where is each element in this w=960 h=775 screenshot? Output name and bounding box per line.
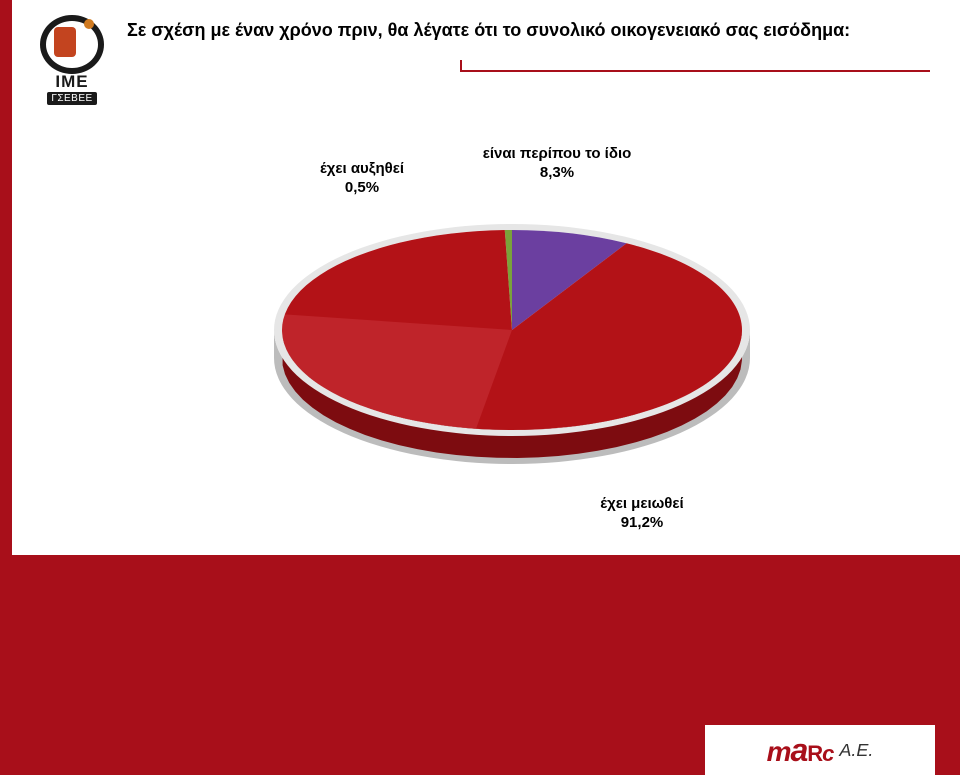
label-decreased-text: έχει μειωθεί xyxy=(600,495,683,512)
label-increased-text: έχει αυξηθεί xyxy=(320,160,404,177)
footer-brand-strip: maRc Α.Ε. xyxy=(705,725,935,775)
logo-line1: IME xyxy=(55,72,88,92)
brand-marc: maRc xyxy=(767,732,834,769)
bottom-accent-block: maRc Α.Ε. xyxy=(0,555,960,775)
income-pie-chart: έχει αυξηθεί 0,5% είναι περίπου το ίδιο … xyxy=(172,155,812,535)
label-same-value: 8,3% xyxy=(540,164,574,181)
ime-gsevee-logo: IME ΓΣΕΒΕΕ xyxy=(37,15,107,105)
page-title: Σε σχέση με έναν χρόνο πριν, θα λέγατε ό… xyxy=(127,20,930,41)
label-decreased-value: 91,2% xyxy=(621,514,664,531)
logo-icon xyxy=(40,15,104,74)
label-same-text: είναι περίπου το ίδιο xyxy=(483,145,632,162)
content-panel: IME ΓΣΕΒΕΕ Σε σχέση με έναν χρόνο πριν, … xyxy=(12,0,960,555)
label-increased: έχει αυξηθεί 0,5% xyxy=(292,160,432,198)
brand-suffix: Α.Ε. xyxy=(839,740,873,761)
logo-line2: ΓΣΕΒΕΕ xyxy=(47,92,96,105)
label-increased-value: 0,5% xyxy=(345,179,379,196)
label-same: είναι περίπου το ίδιο 8,3% xyxy=(467,145,647,183)
pie-svg xyxy=(262,210,762,490)
title-rule xyxy=(462,70,930,72)
label-decreased: έχει μειωθεί 91,2% xyxy=(572,495,712,533)
